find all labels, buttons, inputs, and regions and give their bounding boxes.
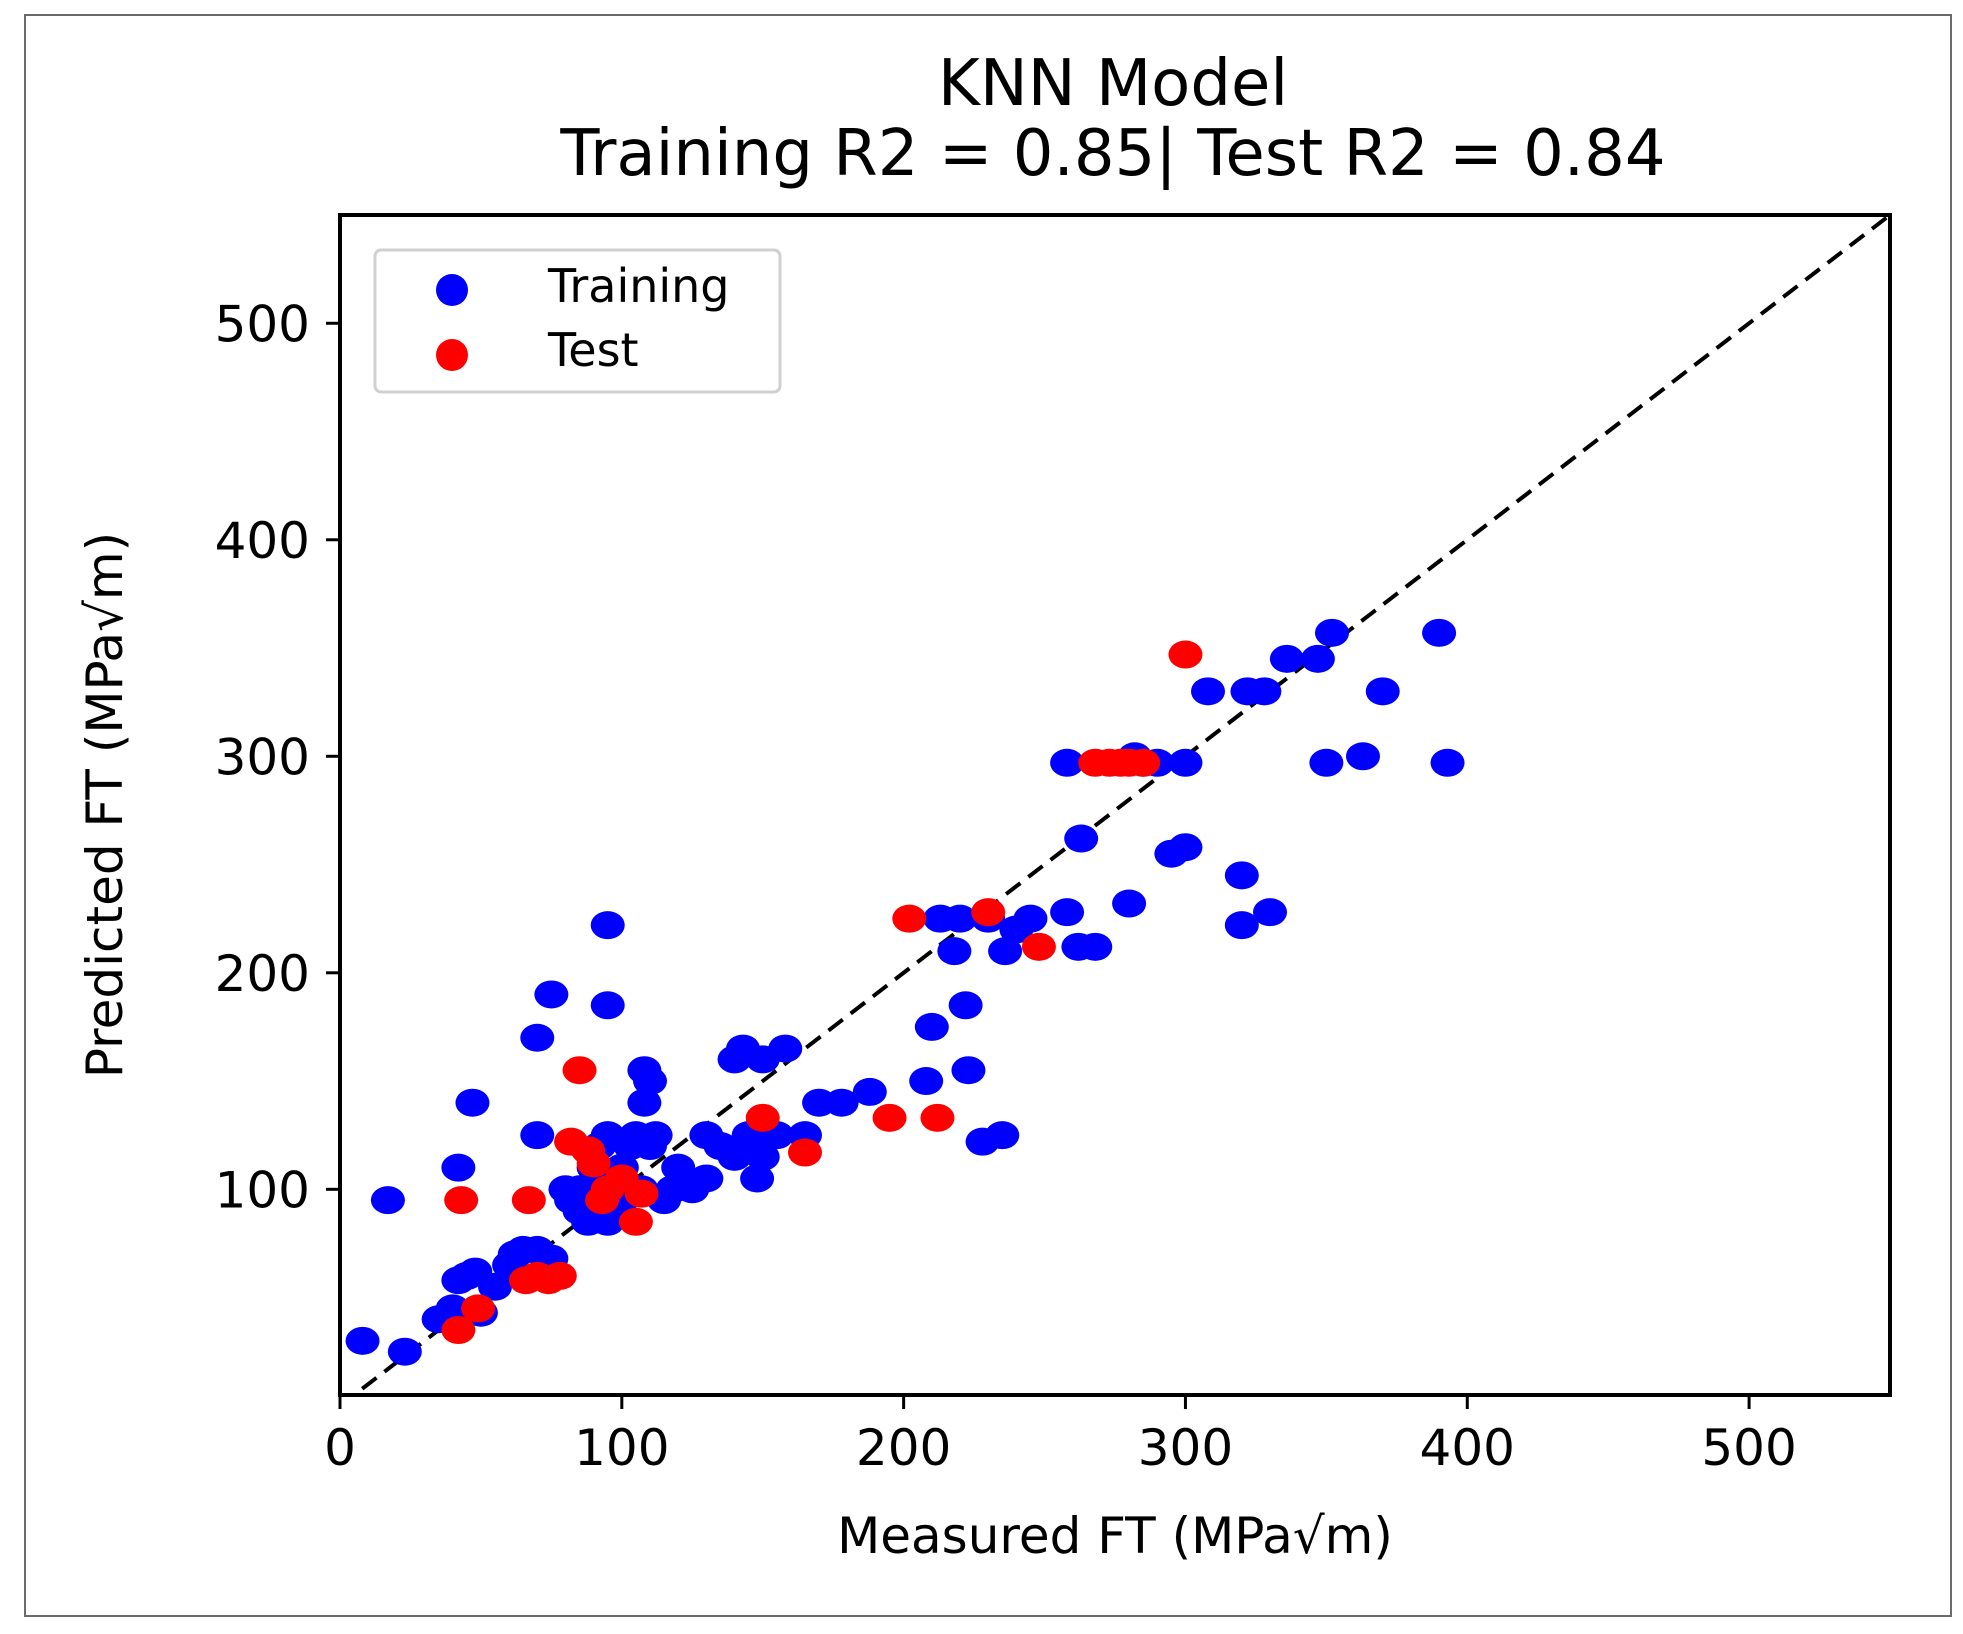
test-point: [745, 1103, 780, 1132]
training-point: [1247, 677, 1282, 706]
training-point: [1315, 618, 1349, 647]
training-point: [937, 937, 972, 966]
training-point: [590, 991, 625, 1020]
training-point: [1365, 677, 1400, 706]
training-point: [1168, 748, 1203, 777]
training-point: [435, 1294, 470, 1323]
test-point: [624, 1179, 659, 1208]
test-point: [618, 1207, 653, 1236]
training-point: [520, 1121, 555, 1150]
training-point: [914, 1012, 949, 1041]
training-point: [1309, 748, 1344, 777]
test-point: [511, 1186, 546, 1215]
training-point: [1422, 618, 1457, 647]
legend-box: [373, 248, 782, 394]
test-point: [1021, 932, 1056, 961]
training-point: [717, 1142, 752, 1171]
test-point: [444, 1186, 479, 1215]
training-point: [745, 1142, 780, 1171]
training-point: [1191, 677, 1225, 706]
test-point: [461, 1294, 496, 1323]
test-point: [576, 1149, 611, 1178]
training-point: [1168, 833, 1203, 862]
training-point: [1300, 644, 1335, 673]
test-point: [1168, 640, 1203, 669]
training-point: [627, 1088, 662, 1117]
x-tick-label: 300: [1138, 1419, 1233, 1477]
training-point: [1050, 898, 1085, 927]
test-point: [872, 1103, 907, 1132]
training-point: [534, 980, 569, 1009]
legend-label-training: Training: [547, 259, 730, 313]
training-point: [740, 1164, 775, 1193]
training-point: [1430, 748, 1465, 777]
training-point: [590, 911, 625, 940]
training-point: [478, 1272, 512, 1301]
x-axis-label: Measured FT (MPa√m): [837, 1507, 1393, 1565]
training-point: [824, 1088, 859, 1117]
training-point: [948, 991, 983, 1020]
legend-marker-training: [436, 274, 468, 306]
training-point: [1112, 889, 1147, 918]
training-point: [1224, 861, 1259, 890]
training-point: [590, 1207, 625, 1236]
training-point: [661, 1153, 696, 1182]
training-point: [909, 1067, 944, 1096]
training-point: [638, 1121, 673, 1150]
training-point: [988, 937, 1023, 966]
axes-layer: 0 100 200 300 400 500 100 200 300 400 500: [215, 295, 1797, 1477]
test-point: [1126, 748, 1161, 777]
test-point: [920, 1103, 955, 1132]
y-axis-label: Predicted FT (MPa√m): [76, 532, 134, 1078]
y-tick-label: 500: [215, 295, 310, 353]
training-point: [1253, 898, 1287, 927]
figure-frame: [24, 14, 1952, 1617]
test-point: [441, 1316, 476, 1345]
training-point: [985, 1121, 1020, 1150]
test-point: [971, 898, 1006, 927]
training-point: [1346, 742, 1380, 771]
x-tick-label: 100: [574, 1419, 669, 1477]
x-tick-label: 200: [856, 1419, 951, 1477]
training-point: [345, 1326, 380, 1355]
training-point: [1050, 748, 1085, 777]
legend-label-test: Test: [547, 323, 639, 377]
test-point: [542, 1261, 577, 1290]
training-point: [633, 1067, 667, 1096]
test-point: [562, 1056, 597, 1085]
test-point: [892, 904, 927, 933]
training-point: [455, 1088, 490, 1117]
plot-area: [338, 213, 1892, 1397]
y-tick-label: 200: [215, 945, 310, 1003]
x-tick-label: 0: [324, 1419, 356, 1477]
training-point: [520, 1023, 555, 1052]
x-tick-label: 500: [1701, 1419, 1796, 1477]
training-point: [1269, 644, 1304, 673]
test-point: [788, 1138, 822, 1167]
y-tick-label: 100: [215, 1161, 310, 1219]
points-layer: [345, 618, 1465, 1366]
legend: Training Test: [373, 248, 782, 394]
y-tick-label: 400: [215, 512, 310, 570]
training-point: [1224, 911, 1259, 940]
training-point: [951, 1056, 986, 1085]
training-point: [1064, 824, 1099, 853]
chart-title: KNN Model: [938, 47, 1288, 121]
training-point: [689, 1164, 724, 1193]
chart-subtitle: Training R2 = 0.85| Test R2 = 0.84: [559, 117, 1665, 191]
series-training: [345, 618, 1465, 1366]
training-point: [387, 1337, 422, 1366]
training-point: [1078, 932, 1113, 961]
series-test: [441, 640, 1203, 1345]
training-point: [943, 904, 977, 933]
training-point: [441, 1153, 476, 1182]
training-point: [370, 1186, 405, 1215]
training-point: [1013, 904, 1048, 933]
legend-marker-test: [436, 339, 468, 371]
training-point: [768, 1034, 803, 1063]
x-tick-label: 400: [1420, 1419, 1515, 1477]
training-point: [852, 1077, 887, 1106]
y-tick-label: 300: [215, 728, 310, 786]
